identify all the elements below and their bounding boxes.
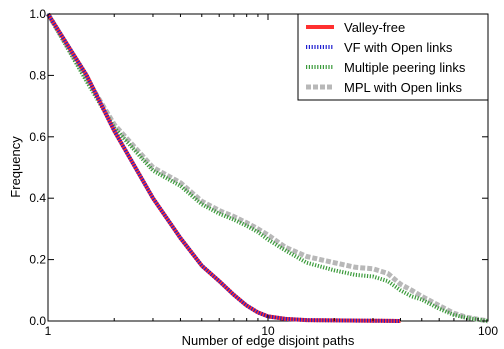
legend-items: Valley-free VF with Open links Multiple pe…: [306, 20, 466, 95]
legend-label-3: Multiple peering links: [344, 60, 466, 75]
y-tick-label: 0.2: [29, 253, 46, 267]
x-tick-label: 1: [45, 324, 52, 338]
series-line-4: [45, 12, 489, 324]
y-tick-label: 0.8: [29, 68, 46, 82]
series-layer: [45, 12, 489, 324]
series-line-3: [46, 13, 489, 323]
y-tick-label: 0.0: [29, 314, 46, 328]
y-tick-label: 0.6: [29, 130, 46, 144]
y-tick-label: 1.0: [29, 7, 46, 21]
x-axis-label: Number of edge disjoint paths: [182, 333, 355, 348]
series-line-2: [46, 12, 401, 323]
x-tick-label: 100: [478, 324, 498, 338]
x-tick-label: 10: [261, 324, 275, 338]
y-tick-label: 0.4: [29, 191, 46, 205]
legend-label-1: Valley-free: [344, 20, 405, 35]
ticks-layer: 1 10 100 0.0 0.2 0.4 0.6 0.8 1.0: [29, 7, 498, 338]
legend-label-4: MPL with Open links: [344, 80, 463, 95]
y-axis-label: Frequency: [8, 136, 23, 198]
legend: Valley-free VF with Open links Multiple pe…: [297, 13, 489, 101]
legend-label-2: VF with Open links: [344, 40, 453, 55]
